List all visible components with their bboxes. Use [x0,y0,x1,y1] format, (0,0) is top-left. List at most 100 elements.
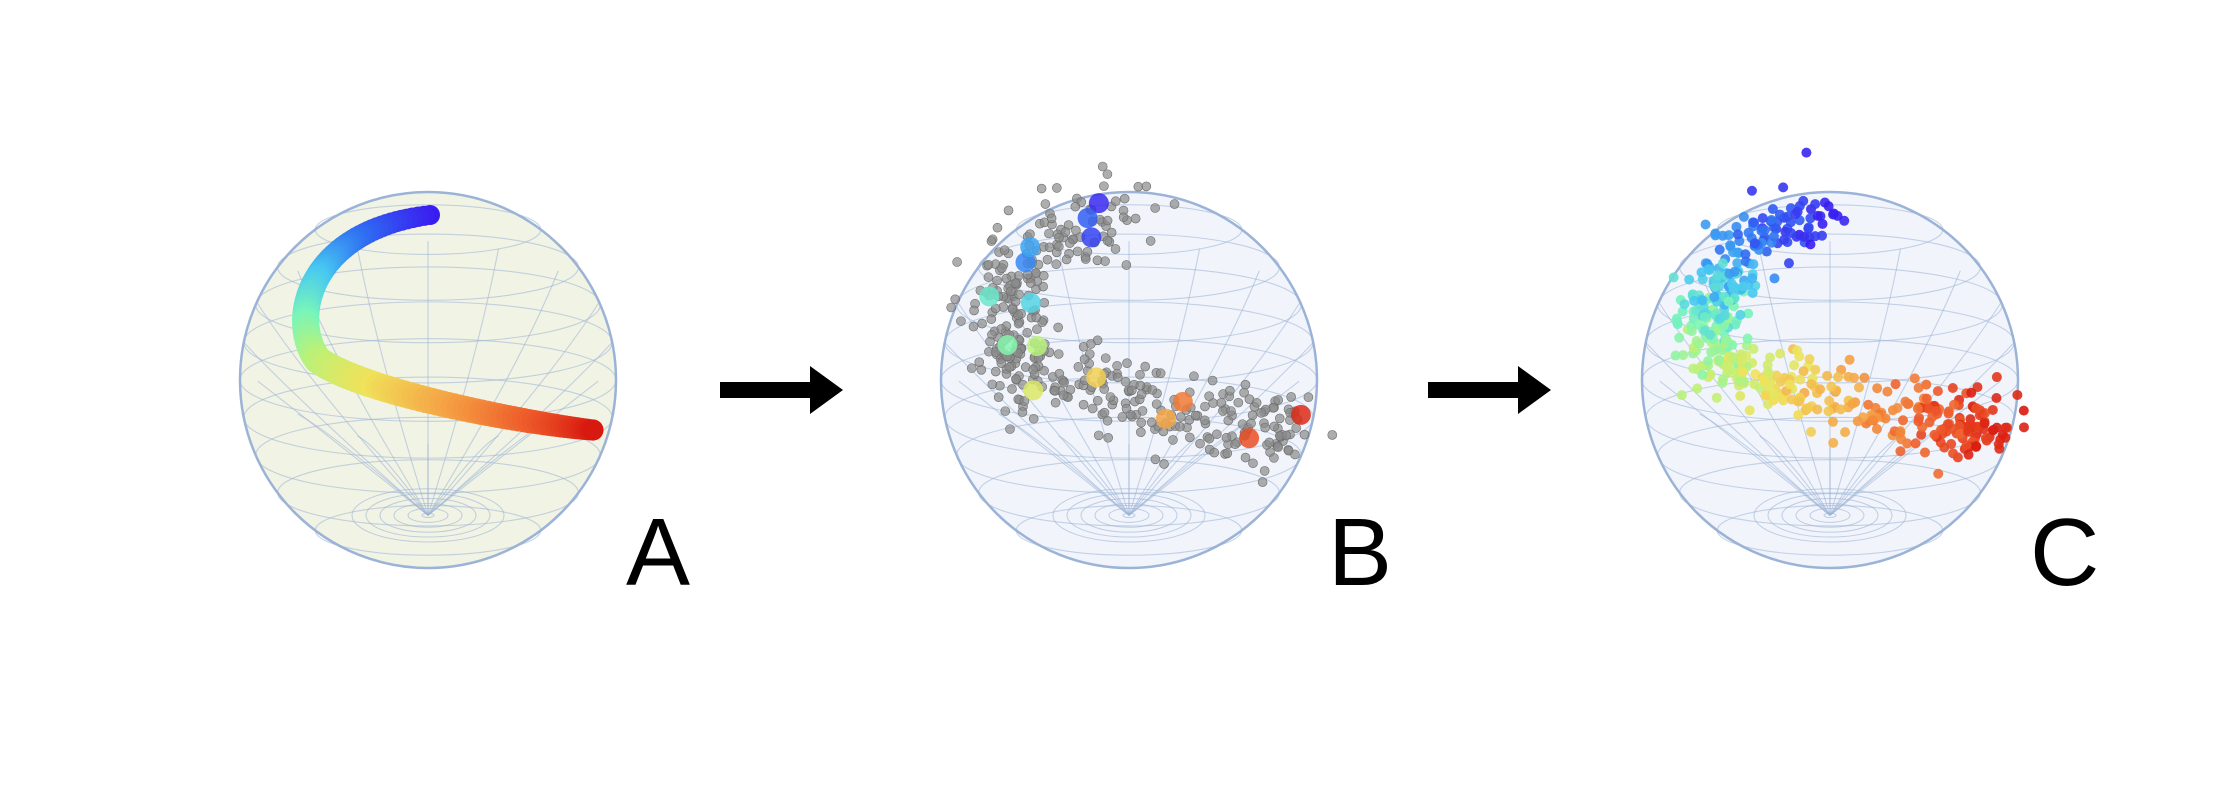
reconstructed-point [1748,217,1759,228]
noisy-point [1112,372,1123,383]
sphere-pole-ring [1066,493,1192,538]
sphere-meridian-line [357,435,429,516]
noisy-point [1269,421,1280,432]
reconstructed-point [1991,393,2002,404]
noisy-point [1222,448,1233,459]
noisy-point [986,314,997,324]
noisy-point [1046,213,1057,224]
sphere-pole-ring [393,502,463,528]
reconstructed-point [1709,292,1720,303]
noisy-point [1136,417,1147,428]
noisy-point [1099,181,1109,191]
noisy-point [1078,399,1089,410]
noisy-point [1225,385,1235,396]
sphere-meridian-line [1128,270,1260,516]
anchor-point [1015,252,1036,273]
reconstructed-point [1750,369,1761,380]
reconstructed-point [1778,182,1789,193]
reconstructed-point [1738,211,1749,222]
sphere-pole-ring [1094,502,1164,528]
reconstructed-point [1697,295,1708,306]
anchor-point [1086,367,1107,388]
reconstructed-point [1991,372,2002,383]
reconstructed-point [1743,308,1754,319]
reconstructed-point [1798,366,1809,377]
reconstructed-point [1742,333,1753,344]
noisy-point [1092,395,1103,406]
sphere-meridian-line [1128,248,1201,516]
noisy-point [1022,327,1032,338]
panel-label-c: C [2030,499,2100,606]
panel-label-a: A [626,499,691,606]
reconstructed-point [1979,418,1990,429]
reconstructed-point [1671,313,1682,324]
sphere-meridian-line [958,380,1130,516]
noisy-point [1290,449,1300,460]
sphere-pole-ring [1080,498,1178,533]
reconstructed-point [1844,354,1855,365]
reconstructed-point [1916,429,1927,440]
reconstructed-point [1852,416,1863,427]
reconstructed-point [1823,201,1834,212]
reconstructed-point [1771,370,1782,381]
reconstructed-point [2018,405,2029,416]
sphere-meridian-line [1829,270,1961,516]
noisy-point [1032,324,1042,335]
noisy-point [1256,408,1266,418]
sphere-meridian-line [257,380,429,516]
noisy-point [986,236,997,246]
noisy-point [1120,376,1131,387]
reconstructed-point [1676,390,1687,401]
reconstructed-point [1702,356,1713,367]
reconstructed-point [1743,227,1754,238]
noisy-point [956,316,966,326]
reconstructed-point [1686,326,1697,337]
noisy-point [1176,412,1186,422]
noisy-point [1221,432,1232,443]
reconstructed-point [1718,374,1729,385]
reconstructed-point [1963,426,1974,437]
noisy-point [1011,374,1021,384]
noisy-point [1118,212,1129,223]
panel-label-b: B [1328,499,1393,606]
sphere-meridian-line [427,248,500,516]
noisy-point [1006,286,1016,297]
reconstructed-point [1670,350,1681,361]
reconstructed-point [1806,379,1817,390]
reconstructed-point [1947,382,1958,393]
noisy-point [1259,466,1270,476]
noisy-point [1200,415,1210,426]
noisy-point [1050,397,1061,408]
reconstructed-point [1738,281,1749,292]
noisy-point [1281,430,1292,441]
sphere-meridian-line [257,303,429,516]
anchor-point [1077,208,1098,228]
noisy-point [1136,389,1147,399]
sphere-meridian-line [1128,342,1314,516]
sphere-meridian-line [1645,342,1831,516]
sphere-panel-b [939,161,1338,570]
reconstructed-point [1705,329,1716,340]
noisy-point [1223,415,1234,426]
noisy-point [1036,183,1047,194]
reconstructed-point [1810,199,1821,210]
reconstructed-point [1921,393,1932,404]
reconstructed-point [1714,355,1725,366]
sphere-panel-c [1640,147,2029,570]
noisy-point [1117,412,1128,422]
noisy-point [1004,362,1015,373]
noisy-point [1025,278,1036,288]
reconstructed-point [1948,448,1959,459]
reconstructed-point [1717,258,1728,269]
reconstructed-point [1921,379,1932,390]
noisy-point [1044,228,1054,239]
reconstructed-point [1847,398,1858,409]
noisy-point [1303,392,1314,403]
noisy-point [1054,232,1064,243]
noisy-point [1226,406,1236,416]
sphere-meridian-line [1829,303,2001,516]
reconstructed-point [1710,230,1721,241]
reconstructed-point [1760,390,1771,401]
reconstructed-point [1895,427,1906,438]
reconstructed-point [1817,218,1828,229]
